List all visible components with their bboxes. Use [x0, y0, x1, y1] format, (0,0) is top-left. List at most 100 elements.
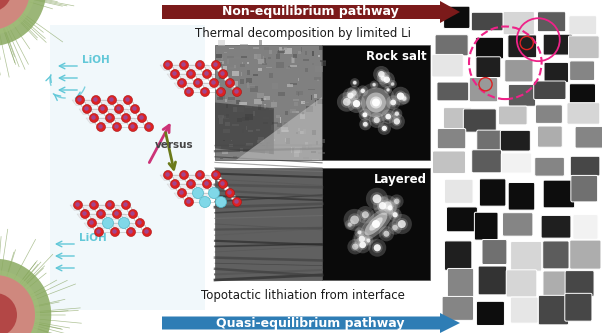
Circle shape	[391, 108, 402, 119]
Bar	[232, 156, 237, 158]
Circle shape	[179, 170, 188, 179]
FancyBboxPatch shape	[447, 207, 477, 232]
Circle shape	[102, 216, 107, 221]
Circle shape	[192, 186, 197, 191]
FancyBboxPatch shape	[432, 54, 464, 77]
Circle shape	[95, 227, 104, 236]
Bar	[231, 140, 232, 142]
Ellipse shape	[234, 89, 239, 94]
FancyBboxPatch shape	[435, 35, 468, 56]
Circle shape	[111, 207, 116, 212]
Ellipse shape	[370, 217, 383, 231]
Bar	[278, 92, 285, 97]
Circle shape	[199, 85, 204, 90]
Circle shape	[377, 195, 398, 215]
Bar	[226, 122, 230, 126]
Bar	[222, 116, 229, 119]
Bar	[315, 100, 317, 106]
Bar	[274, 139, 275, 141]
Circle shape	[380, 76, 386, 81]
Circle shape	[362, 121, 369, 128]
Bar	[263, 56, 264, 62]
Bar	[318, 152, 325, 155]
Circle shape	[388, 205, 393, 210]
Circle shape	[87, 218, 96, 227]
Circle shape	[361, 88, 391, 118]
Circle shape	[384, 112, 393, 121]
Bar	[253, 74, 258, 76]
Circle shape	[388, 220, 402, 235]
FancyBboxPatch shape	[538, 295, 568, 325]
Text: Thermal decomposition by limited Li: Thermal decomposition by limited Li	[195, 27, 411, 40]
Circle shape	[348, 223, 352, 227]
Ellipse shape	[89, 220, 94, 225]
Circle shape	[119, 217, 129, 228]
Circle shape	[0, 0, 12, 12]
Bar	[290, 109, 296, 113]
Circle shape	[348, 213, 361, 226]
Ellipse shape	[227, 80, 232, 85]
Circle shape	[401, 95, 408, 102]
Circle shape	[358, 240, 368, 250]
Circle shape	[362, 211, 369, 218]
Circle shape	[380, 125, 388, 132]
Bar	[223, 66, 227, 70]
Bar	[248, 130, 253, 132]
Bar	[302, 113, 304, 115]
Circle shape	[96, 209, 105, 218]
Bar	[268, 50, 272, 54]
Bar	[266, 143, 268, 148]
Circle shape	[388, 80, 397, 88]
FancyBboxPatch shape	[472, 150, 501, 173]
Bar	[294, 152, 299, 157]
Bar	[303, 129, 306, 134]
Bar	[297, 78, 299, 81]
Bar	[318, 55, 320, 57]
Circle shape	[231, 195, 236, 200]
Bar	[312, 51, 314, 56]
Bar	[215, 62, 222, 66]
Bar	[259, 40, 262, 45]
FancyBboxPatch shape	[510, 297, 538, 323]
Ellipse shape	[114, 211, 119, 216]
Bar	[322, 45, 430, 160]
Bar	[260, 105, 266, 107]
Circle shape	[79, 207, 84, 212]
Ellipse shape	[219, 89, 223, 94]
Ellipse shape	[220, 181, 225, 186]
Bar	[246, 143, 253, 146]
Circle shape	[350, 215, 359, 224]
Circle shape	[376, 69, 386, 79]
Circle shape	[347, 222, 353, 228]
Circle shape	[347, 93, 353, 99]
Bar	[276, 115, 281, 118]
Ellipse shape	[166, 172, 170, 177]
Circle shape	[95, 120, 100, 125]
Bar	[294, 102, 298, 106]
Bar	[230, 87, 238, 90]
Bar	[256, 93, 264, 98]
Circle shape	[105, 200, 114, 209]
Circle shape	[111, 120, 116, 125]
Circle shape	[391, 223, 399, 232]
Circle shape	[378, 71, 385, 78]
Circle shape	[386, 95, 400, 110]
Bar	[284, 121, 290, 124]
Bar	[216, 54, 222, 58]
Bar	[292, 111, 299, 113]
Circle shape	[364, 235, 373, 245]
Circle shape	[365, 237, 371, 243]
FancyBboxPatch shape	[573, 214, 598, 239]
Circle shape	[187, 179, 196, 188]
Polygon shape	[174, 193, 226, 198]
FancyBboxPatch shape	[482, 239, 507, 264]
Circle shape	[359, 88, 366, 94]
Circle shape	[355, 227, 364, 237]
Circle shape	[183, 195, 188, 200]
Bar	[305, 142, 308, 145]
Bar	[263, 98, 265, 100]
Circle shape	[402, 96, 406, 101]
Bar	[260, 107, 265, 111]
Ellipse shape	[179, 190, 184, 195]
Bar	[272, 122, 278, 124]
